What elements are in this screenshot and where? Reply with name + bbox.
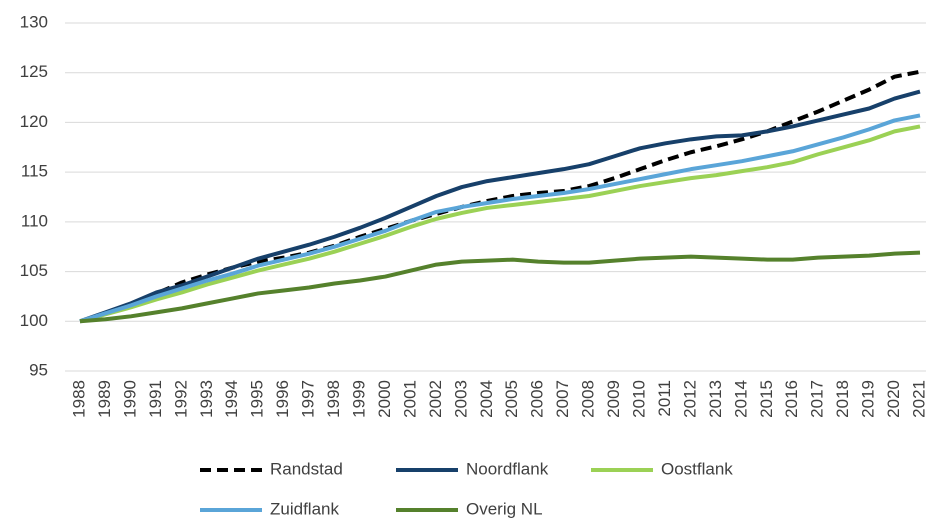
- y-tick-label: 100: [20, 311, 48, 330]
- x-tick-label: 2002: [426, 380, 445, 418]
- line-series: [79, 124, 921, 324]
- x-tick-label: 1993: [197, 380, 216, 418]
- x-tick-label: 2015: [757, 380, 776, 418]
- x-tick-label: 2018: [833, 380, 852, 418]
- y-tick-label: 120: [20, 112, 48, 131]
- x-tick-label: 2007: [553, 380, 572, 418]
- x-tick-label: 2006: [528, 380, 547, 418]
- y-tick-label: 125: [20, 62, 48, 81]
- x-tick-label: 2020: [884, 380, 903, 418]
- x-tick-label: 1989: [95, 380, 114, 418]
- y-tick-label: 105: [20, 261, 48, 280]
- x-tick-label: 2011: [655, 380, 674, 417]
- line-series: [79, 250, 921, 324]
- x-tick-label: 1995: [248, 380, 267, 418]
- legend-label: Randstad: [270, 459, 343, 478]
- legend-label: Noordflank: [466, 459, 549, 478]
- x-tick-label: 2005: [502, 380, 521, 418]
- legend-label: Oostflank: [661, 459, 733, 478]
- y-tick-label: 110: [21, 211, 48, 230]
- line-series: [79, 89, 921, 324]
- legend-label: Zuidflank: [270, 499, 339, 518]
- x-tick-label: 2021: [909, 380, 926, 418]
- x-tick-label: 2013: [706, 380, 725, 418]
- y-tick-label: 130: [20, 12, 48, 31]
- line-series: [79, 113, 921, 324]
- x-tick-label: 2012: [680, 380, 699, 418]
- x-tick-label: 1991: [146, 380, 165, 418]
- x-tick-label: 1998: [324, 380, 343, 418]
- x-tick-label: 1999: [349, 380, 368, 418]
- x-tick-label: 1992: [171, 380, 190, 418]
- x-tick-label: 2014: [731, 380, 750, 418]
- x-tick-label: 2004: [477, 380, 496, 418]
- x-tick-label: 2010: [629, 380, 648, 418]
- x-tick-label: 1990: [120, 380, 139, 418]
- x-tick-label: 2009: [604, 380, 623, 418]
- y-tick-label: 95: [29, 360, 48, 379]
- x-tick-label: 2001: [400, 380, 419, 418]
- legend-label: Overig NL: [466, 499, 543, 518]
- x-tick-label: 2003: [451, 380, 470, 418]
- y-tick-label: 115: [21, 162, 48, 181]
- x-tick-label: 2008: [579, 380, 598, 418]
- x-tick-label: 1988: [69, 380, 88, 418]
- x-tick-label: 1997: [299, 380, 318, 418]
- x-tick-label: 2016: [782, 380, 801, 418]
- x-tick-label: 1994: [222, 380, 241, 418]
- x-tick-label: 2019: [859, 380, 878, 418]
- x-tick-label: 1996: [273, 380, 292, 418]
- x-tick-label: 2000: [375, 380, 394, 418]
- x-tick-label: 2017: [808, 380, 827, 418]
